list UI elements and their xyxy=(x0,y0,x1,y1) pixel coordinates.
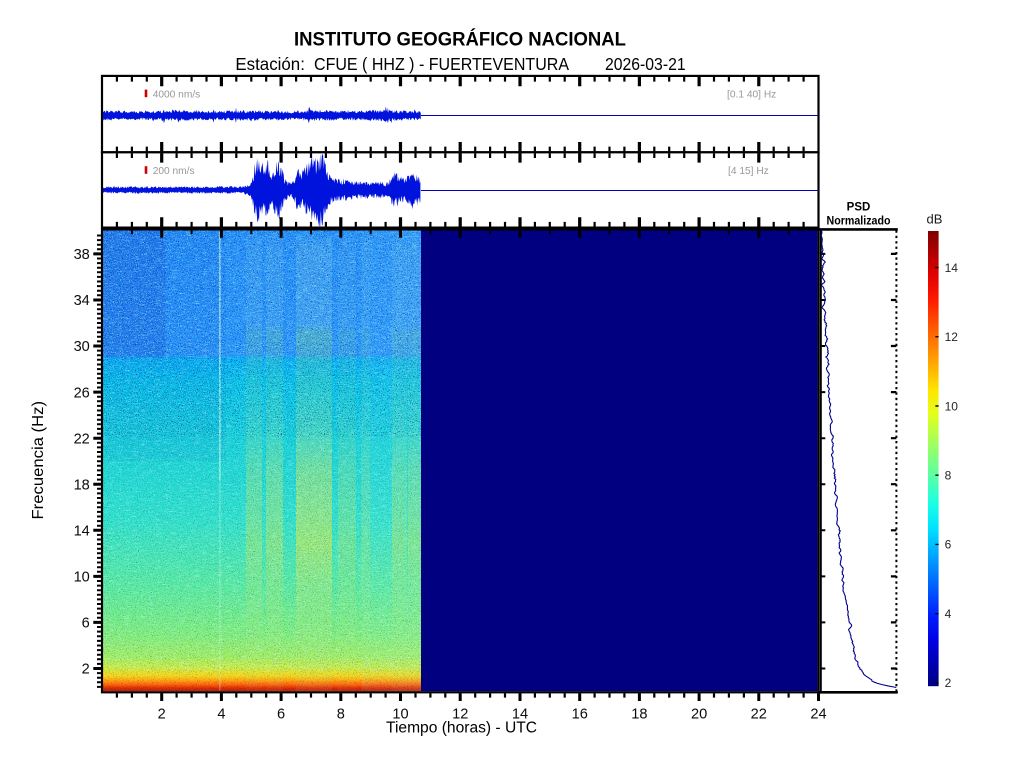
svg-text:4: 4 xyxy=(945,607,952,621)
svg-text:12: 12 xyxy=(945,330,959,344)
svg-text:24: 24 xyxy=(810,707,826,723)
svg-text:[0.1 40] Hz: [0.1 40] Hz xyxy=(727,89,776,100)
svg-text:4000 nm/s: 4000 nm/s xyxy=(153,89,201,100)
svg-text:6: 6 xyxy=(82,616,90,632)
svg-text:8: 8 xyxy=(337,707,345,723)
svg-text:14: 14 xyxy=(512,707,528,723)
svg-text:4: 4 xyxy=(217,707,225,723)
svg-text:16: 16 xyxy=(572,707,588,723)
svg-text:10: 10 xyxy=(945,399,959,413)
svg-text:INSTITUTO GEOGRÁFICO NACIONAL: INSTITUTO GEOGRÁFICO NACIONAL xyxy=(294,29,626,51)
svg-text:22: 22 xyxy=(751,707,767,723)
svg-text:14: 14 xyxy=(74,524,90,540)
svg-text:10: 10 xyxy=(74,570,90,586)
svg-text:Tiempo (horas) - UTC: Tiempo (horas) - UTC xyxy=(386,720,537,737)
svg-text:CFUE ( HHZ ) - FUERTEVENTURA: CFUE ( HHZ ) - FUERTEVENTURA xyxy=(314,54,569,74)
svg-text:2: 2 xyxy=(945,676,952,690)
svg-text:2026-03-21: 2026-03-21 xyxy=(605,54,686,74)
svg-text:8: 8 xyxy=(945,469,952,483)
svg-text:30: 30 xyxy=(74,339,90,355)
svg-text:Estación:: Estación: xyxy=(235,54,305,74)
svg-text:14: 14 xyxy=(945,261,959,275)
svg-text:Frecuencia (Hz): Frecuencia (Hz) xyxy=(30,401,47,520)
svg-text:6: 6 xyxy=(277,707,285,723)
svg-text:10: 10 xyxy=(392,707,408,723)
svg-text:Normalizado: Normalizado xyxy=(827,215,891,227)
svg-text:26: 26 xyxy=(74,385,90,401)
svg-text:6: 6 xyxy=(945,538,952,552)
svg-text:20: 20 xyxy=(691,707,707,723)
svg-text:34: 34 xyxy=(74,293,90,309)
svg-text:dB: dB xyxy=(927,212,943,227)
svg-text:38: 38 xyxy=(74,247,90,263)
svg-text:2: 2 xyxy=(158,707,166,723)
svg-text:18: 18 xyxy=(74,477,90,493)
svg-text:200 nm/s: 200 nm/s xyxy=(153,166,195,177)
svg-text:PSD: PSD xyxy=(847,202,871,214)
svg-text:[4 15] Hz: [4 15] Hz xyxy=(728,166,769,177)
svg-text:2: 2 xyxy=(82,662,90,678)
svg-text:18: 18 xyxy=(631,707,647,723)
svg-text:12: 12 xyxy=(452,707,468,723)
svg-text:22: 22 xyxy=(74,431,90,447)
